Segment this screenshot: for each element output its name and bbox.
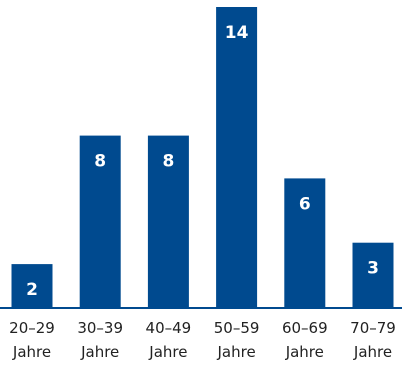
bar-value-label: 6 [299, 194, 311, 214]
bar [147, 135, 189, 307]
bar [79, 135, 121, 307]
category-label: Jahre [80, 343, 119, 361]
bar-value-label: 3 [367, 259, 379, 279]
category-label: Jahre [12, 343, 51, 361]
category-label: Jahre [148, 343, 187, 361]
bar-value-label: 14 [225, 23, 249, 43]
bar-value-label: 8 [162, 152, 174, 172]
category-label: 30–39 [77, 319, 123, 337]
category-label: 50–59 [214, 319, 260, 337]
category-label: 70–79 [350, 319, 396, 337]
bar-value-label: 8 [94, 152, 106, 172]
category-label: 40–49 [146, 319, 192, 337]
category-labels-group: 20–29 Jahre 30–39 Jahre 40–49 Jahre 50–59 Jahre… [9, 319, 396, 361]
bar [284, 178, 326, 307]
category-label: 60–69 [282, 319, 328, 337]
bar [11, 264, 53, 307]
bar-value-label: 2 [26, 280, 38, 300]
bar [216, 7, 258, 307]
category-label: 20–29 [9, 319, 55, 337]
category-label: Jahre [285, 343, 324, 361]
category-label: Jahre [216, 343, 255, 361]
category-label: Jahre [353, 343, 392, 361]
bar [352, 242, 394, 307]
bars-group: 2 8 8 14 6 3 [11, 7, 394, 307]
